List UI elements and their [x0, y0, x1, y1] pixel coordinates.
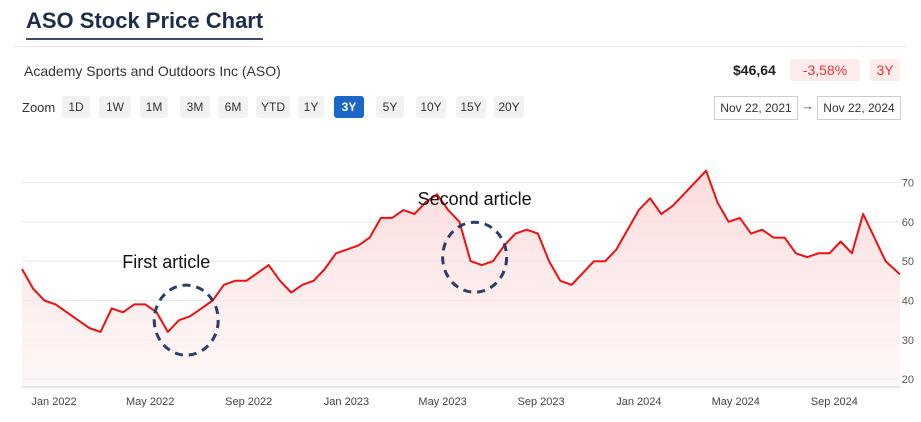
x-tick-label: Sep 2022 — [225, 396, 272, 408]
title-divider — [14, 46, 907, 47]
y-tick-label: 40 — [902, 295, 914, 307]
zoom-15y-button[interactable]: 15Y — [456, 96, 486, 118]
x-tick-label: Jan 2024 — [616, 396, 661, 408]
zoom-20y-button[interactable]: 20Y — [494, 96, 524, 118]
company-name: Academy Sports and Outdoors Inc (ASO) — [24, 63, 281, 79]
x-tick-label: Jan 2022 — [31, 396, 76, 408]
period-badge: 3Y — [870, 59, 900, 81]
zoom-3m-button[interactable]: 3M — [180, 96, 210, 118]
zoom-ytd-button[interactable]: YTD — [256, 96, 290, 118]
zoom-10y-button[interactable]: 10Y — [416, 96, 446, 118]
price-line — [21, 169, 901, 333]
x-tick-label: Sep 2024 — [811, 396, 858, 408]
zoom-6m-button[interactable]: 6M — [218, 96, 248, 118]
y-tick-label: 70 — [902, 178, 914, 190]
range-from-input[interactable]: Nov 22, 2021 — [714, 96, 798, 120]
zoom-label: Zoom — [22, 100, 56, 115]
range-to-input[interactable]: Nov 22, 2024 — [817, 96, 901, 120]
x-tick-label: Sep 2023 — [518, 396, 565, 408]
y-tick-label: 30 — [902, 335, 914, 347]
zoom-1d-button[interactable]: 1D — [62, 96, 90, 118]
price-change-badge: -3,58% — [790, 59, 860, 81]
zoom-1w-button[interactable]: 1W — [99, 96, 131, 118]
zoom-5y-button[interactable]: 5Y — [376, 96, 404, 118]
y-tick-label: 20 — [902, 374, 914, 386]
annotation-circle — [152, 283, 220, 357]
current-price: $46,64 — [733, 62, 776, 78]
x-tick-label: May 2024 — [712, 396, 760, 408]
zoom-1m-button[interactable]: 1M — [140, 96, 168, 118]
price-area — [22, 170, 900, 387]
x-tick-label: May 2023 — [418, 396, 466, 408]
annotation-circle — [441, 220, 509, 294]
annotation-label: First article — [122, 252, 210, 272]
y-tick-label: 60 — [902, 217, 914, 229]
annotation-label: Second article — [418, 189, 532, 209]
zoom-1y-button[interactable]: 1Y — [298, 96, 324, 118]
page-title: ASO Stock Price Chart — [26, 8, 264, 40]
zoom-3y-button[interactable]: 3Y — [334, 96, 364, 118]
y-tick-label: 50 — [902, 256, 914, 268]
x-tick-label: May 2022 — [126, 396, 174, 408]
range-arrow: → — [801, 98, 814, 113]
x-tick-label: Jan 2023 — [324, 396, 369, 408]
